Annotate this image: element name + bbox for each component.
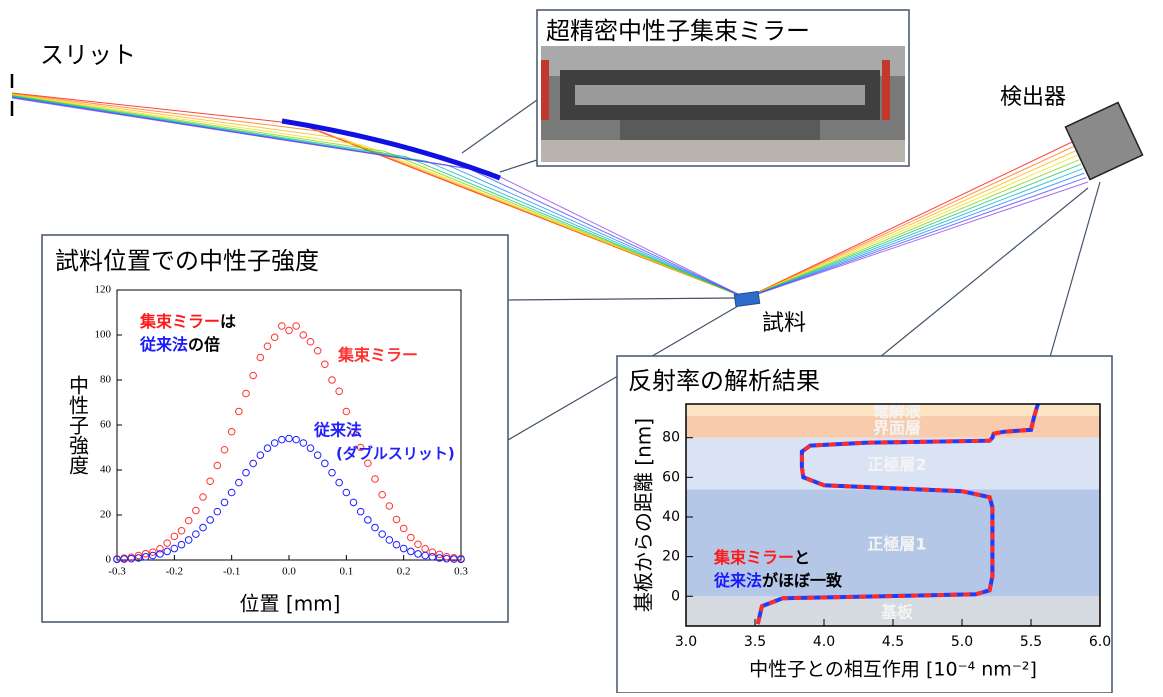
annotation-part: は xyxy=(220,312,236,331)
annotation: 従来法の倍 xyxy=(139,335,220,354)
x-tick-label: -0.1 xyxy=(223,566,240,578)
annotation: 従来法がほぼ一致 xyxy=(713,571,843,590)
page: {"labels": {"slit": "スリット", "mirror_phot… xyxy=(0,0,1163,693)
y-tick-label: 80 xyxy=(662,430,680,446)
callout-line xyxy=(462,100,537,153)
y-tick-label: 60 xyxy=(100,419,112,431)
callout-line xyxy=(1050,182,1100,357)
annotation-part: 従来法 xyxy=(139,335,188,354)
series-label: 集束ミラー xyxy=(337,346,418,365)
y-tick-label: 20 xyxy=(662,549,680,565)
x-axis-label: 位置 [mm] xyxy=(240,592,341,616)
series-label: 従来法 xyxy=(313,421,362,440)
x-tick-label: 4.5 xyxy=(882,634,904,650)
callout-line xyxy=(500,160,537,172)
x-tick-label: -0.2 xyxy=(166,566,183,578)
x-tick-label: 0.2 xyxy=(397,566,411,578)
layer-label: 正極層2 xyxy=(867,455,926,474)
annotation-part: 集束ミラー xyxy=(713,548,794,567)
x-tick-label: -0.3 xyxy=(108,566,126,578)
chart-box xyxy=(42,235,508,622)
plot-area: 基板正極層1正極層2界面層電解液 xyxy=(686,401,1100,626)
x-tick-label: 0.3 xyxy=(454,566,468,578)
layer-label: 界面層 xyxy=(873,418,921,437)
photo-title: 超精密中性子集束ミラー xyxy=(546,17,810,45)
y-tick-label: 0 xyxy=(106,554,112,566)
y-axis-label: 基板からの距離 [nm] xyxy=(632,418,656,612)
layer-label: 基板 xyxy=(880,603,914,622)
x-tick-label: 0.1 xyxy=(339,566,353,578)
annotation-part: 集束ミラー xyxy=(139,312,220,331)
series-label-detail: (ダブルスリット) xyxy=(336,445,455,463)
layer-label: 正極層1 xyxy=(867,534,926,553)
detector-label: 検出器 xyxy=(1000,85,1066,110)
chart-title: 試料位置での中性子強度 xyxy=(55,247,319,275)
y-tick-label: 100 xyxy=(95,329,112,341)
y-tick-label: 120 xyxy=(95,284,112,296)
detector xyxy=(1065,102,1142,179)
chart-title: 反射率の解析結果 xyxy=(628,367,820,395)
x-tick-label: 3.0 xyxy=(675,634,697,650)
figure: スリット 超精密中性子集束ミラー 試料 検出器 試料位置での中性子強度 位置 [… xyxy=(0,0,1163,693)
x-tick-label: 5.0 xyxy=(951,634,973,650)
annotation-part: の倍 xyxy=(188,335,220,354)
annotation-part: と xyxy=(794,548,810,567)
sample-label: 試料 xyxy=(762,311,806,336)
x-tick-label: 3.5 xyxy=(744,634,766,650)
y-tick-label: 0 xyxy=(671,588,680,604)
annotation: 集束ミラーは xyxy=(139,312,236,331)
y-tick-label: 20 xyxy=(100,509,112,521)
y-axis-label: 中性子強度 xyxy=(66,375,90,475)
y-tick-label: 80 xyxy=(100,374,112,386)
y-tick-label: 40 xyxy=(100,464,112,476)
x-tick-label: 4.0 xyxy=(813,634,835,650)
mirror-photo xyxy=(541,46,905,162)
y-tick-label: 60 xyxy=(662,469,680,485)
x-tick-label: 6.0 xyxy=(1089,634,1111,650)
annotation-part: がほぼ一致 xyxy=(762,571,843,590)
y-tick-label: 40 xyxy=(662,509,680,525)
x-tick-label: 0.0 xyxy=(282,566,296,578)
callout-line xyxy=(508,298,735,300)
x-axis-label: 中性子との相互作用 [10⁻⁴ nm⁻²] xyxy=(749,659,1037,681)
x-tick-label: 5.5 xyxy=(1020,634,1042,650)
plot-2: 基板正極層1正極層2界面層電解液3.03.54.04.55.05.56.0020… xyxy=(662,401,1111,650)
annotation: 集束ミラーと xyxy=(713,548,810,567)
slit-label: スリット xyxy=(40,41,136,69)
annotation-part: 従来法 xyxy=(713,571,762,590)
